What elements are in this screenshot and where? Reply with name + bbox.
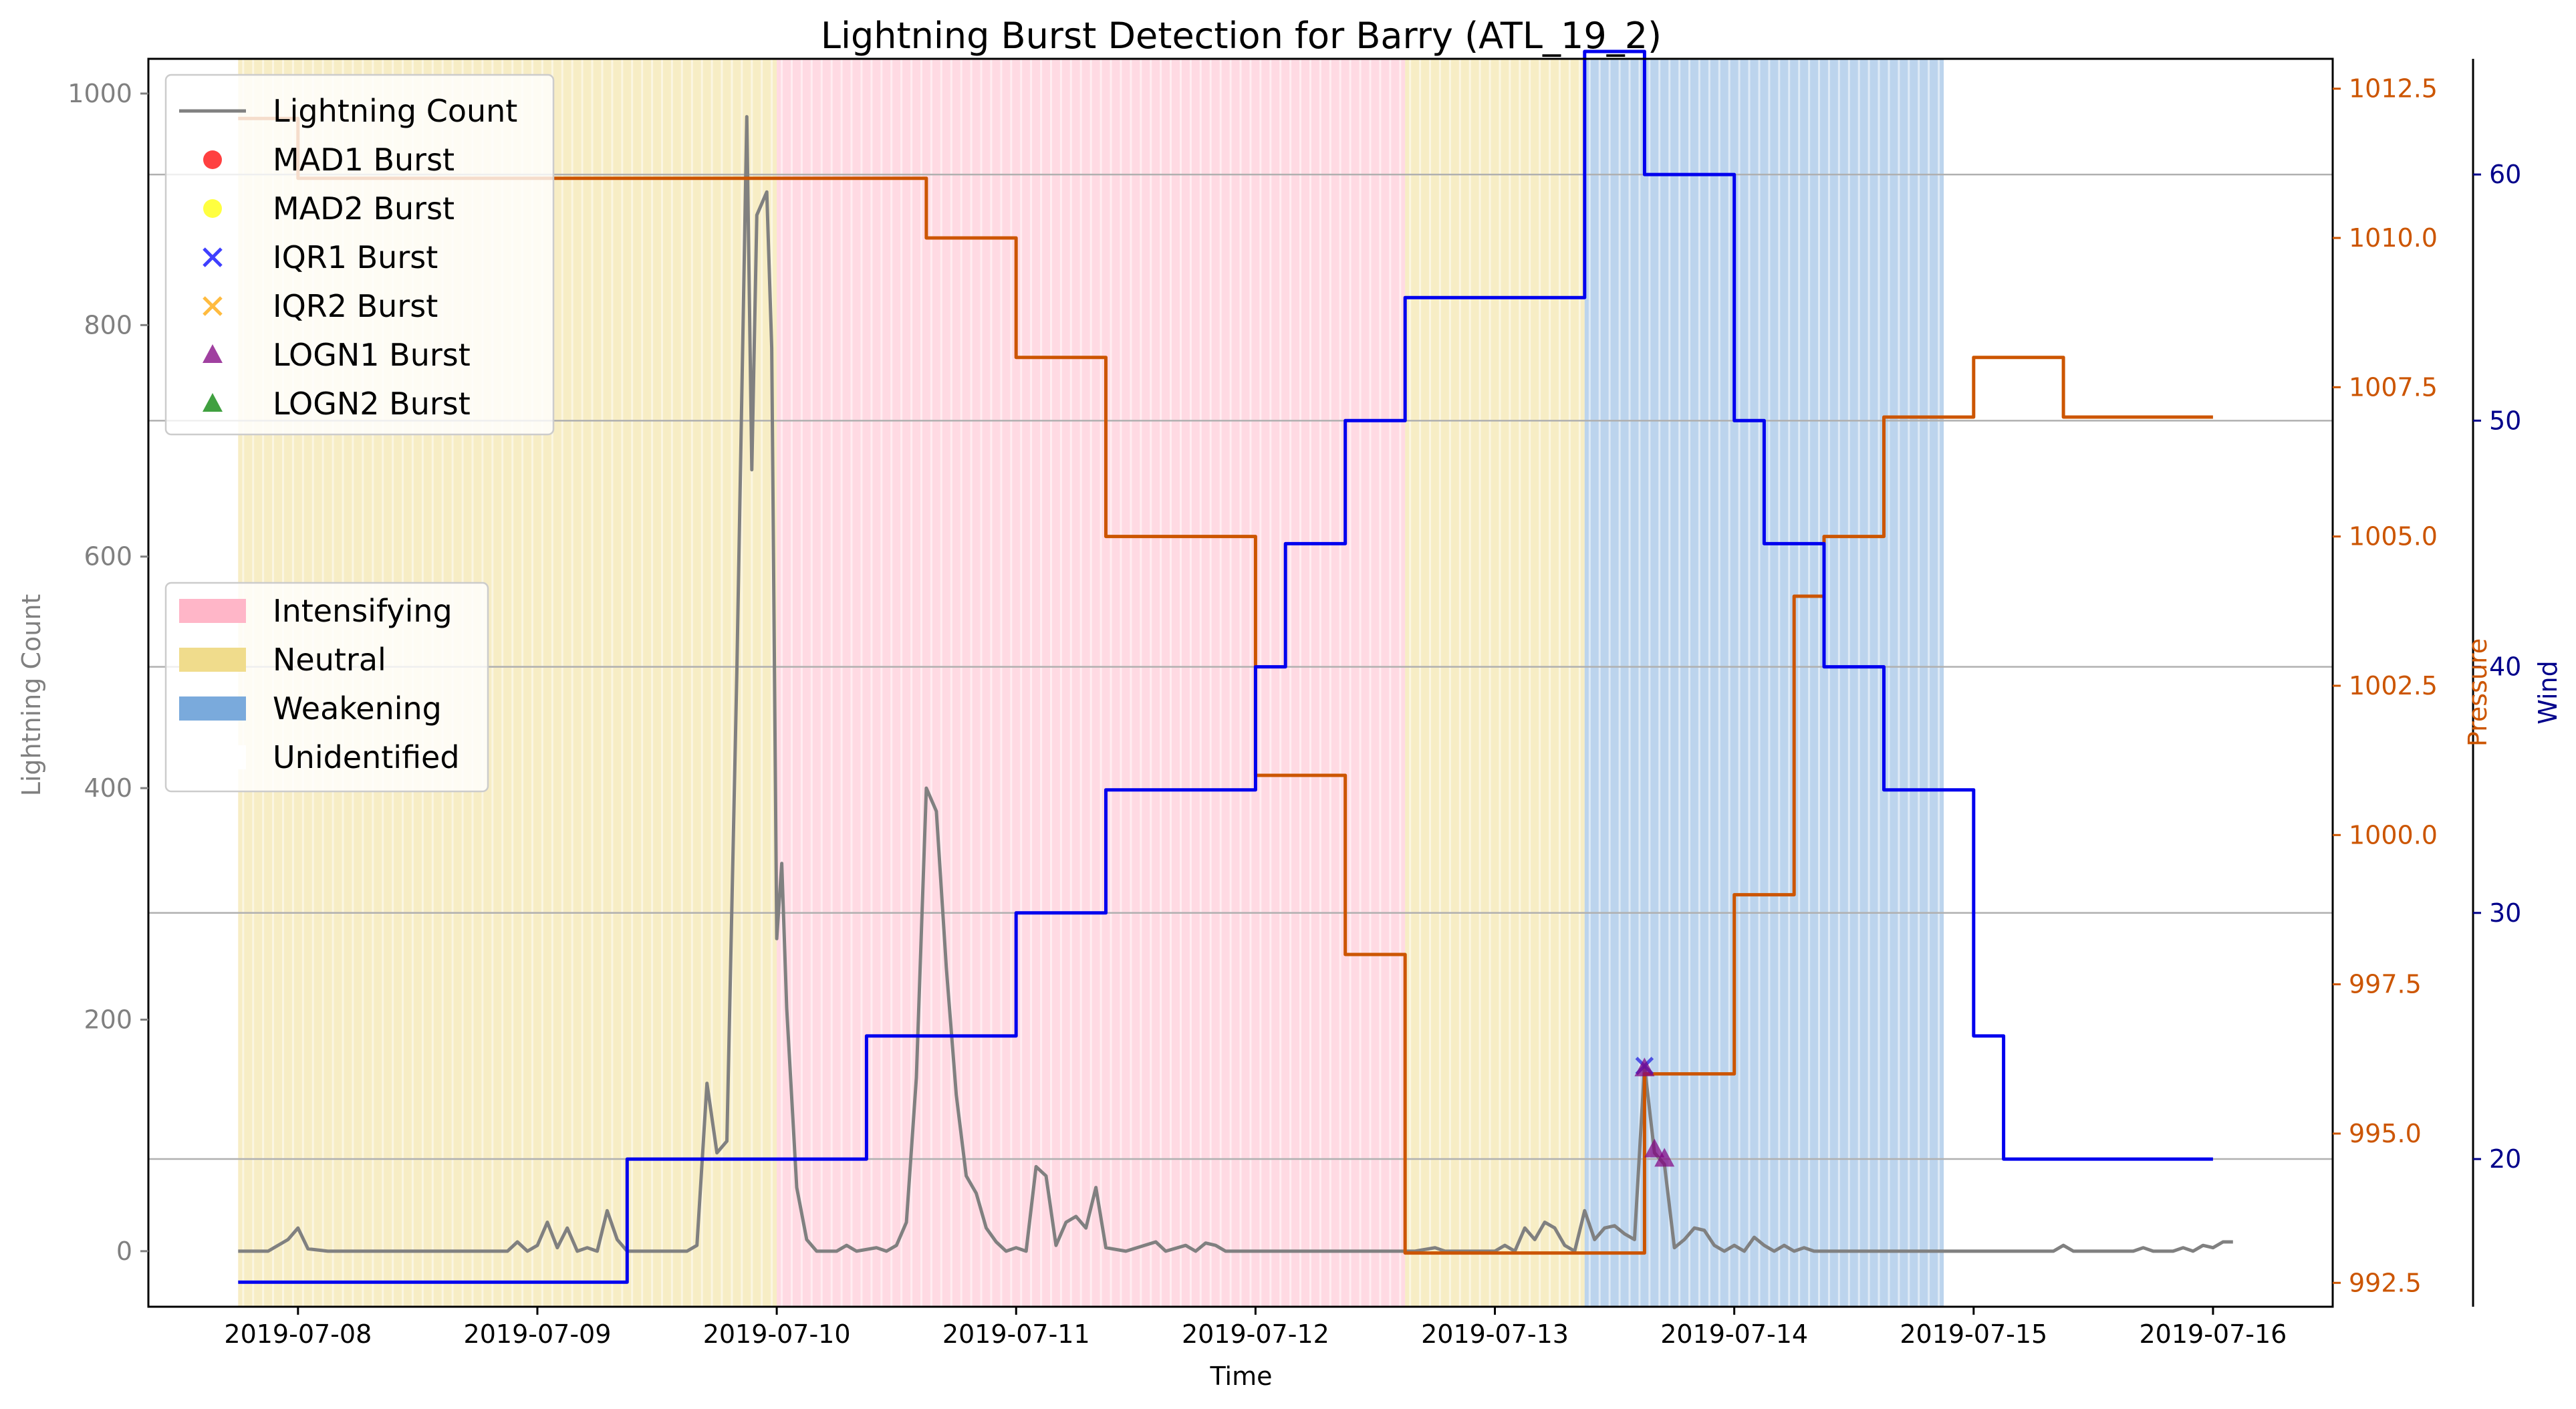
- x-tick-label: 2019-07-16: [2140, 1319, 2287, 1349]
- legend-triangle-swatch: [203, 344, 223, 363]
- legend-label: MAD2 Burst: [273, 190, 455, 227]
- left-axis-label: Lightning Count: [17, 594, 46, 797]
- pressure-tick-label: 995.0: [2349, 1119, 2422, 1148]
- phase-band-neutral-2: [1405, 59, 1585, 1307]
- pressure-tick-label: 992.5: [2349, 1268, 2422, 1297]
- x-tick-label: 2019-07-13: [1421, 1319, 1569, 1349]
- legend-label: LOGN2 Burst: [273, 386, 471, 422]
- legend-label: IQR1 Burst: [273, 239, 438, 275]
- left-tick-label: 200: [84, 1005, 132, 1034]
- legend-phase-swatch: [179, 599, 246, 623]
- legend-label: Lightning Count: [273, 93, 517, 129]
- phase-band-weakening-3: [1584, 59, 1944, 1307]
- phase-band-fill: [1405, 59, 1585, 1307]
- burst-marker-logn1: [1644, 1138, 1665, 1158]
- legend-label: Neutral: [273, 642, 386, 678]
- legend-phase-swatch: [179, 745, 246, 769]
- legend-entry-logn1-burst: LOGN1 Burst: [203, 337, 471, 373]
- legend-upper: Lightning Count MAD1 Burst MAD2 Burst IQR1 …: [164, 74, 555, 436]
- legend-label: LOGN1 Burst: [273, 337, 471, 373]
- pressure-tick-label: 1010.0: [2349, 223, 2438, 253]
- legend-entry-iqr1-burst: IQR1 Burst: [203, 239, 438, 275]
- x-tick-label: 2019-07-12: [1182, 1319, 1329, 1349]
- legend-entry-intensifying: Intensifying: [179, 593, 453, 629]
- left-tick-label: 0: [116, 1237, 132, 1266]
- wind-tick-label: 20: [2489, 1144, 2521, 1174]
- legend-entry-weakening: Weakening: [179, 690, 442, 727]
- legend-phase-swatch: [179, 648, 246, 672]
- phase-band-intensifying-1: [777, 59, 1406, 1307]
- series-line-wind: [238, 49, 2213, 1284]
- phase-band-stripes: [1588, 59, 1940, 1307]
- legend-entry-lightning-count: Lightning Count: [179, 93, 517, 129]
- burst-marker-logn1: [1654, 1148, 1675, 1167]
- legend-upper-box: [164, 74, 555, 436]
- pressure-tick-label: 997.5: [2349, 970, 2422, 999]
- series-line-pressure: [238, 116, 2213, 1255]
- wind-tick-label: 30: [2489, 898, 2521, 928]
- phase-band-stripes: [781, 59, 1402, 1307]
- tick-labels: 2019-07-08 2019-07-09 2019-07-10 2019-07-11…: [68, 74, 2521, 1349]
- left-tick-label: 800: [84, 310, 132, 340]
- wind-tick-label: 40: [2489, 652, 2521, 682]
- wind-tick-label: 60: [2489, 160, 2521, 189]
- legend-label: IQR2 Burst: [273, 288, 438, 324]
- burst-markers: [1634, 1056, 1675, 1167]
- pressure-tick-label: 1005.0: [2349, 522, 2438, 551]
- x-axis-label: Time: [1210, 1362, 1273, 1391]
- axes: [147, 57, 2474, 1308]
- legend-x-swatch: [203, 247, 223, 267]
- legend-circle-swatch: [203, 150, 222, 169]
- legend-label: Unidentified: [273, 739, 460, 775]
- pressure-tick-label: 1007.5: [2349, 372, 2438, 402]
- legend-entry-logn2-burst: LOGN2 Burst: [203, 386, 471, 422]
- phase-band-stripes: [1409, 59, 1581, 1307]
- left-tick-label: 400: [84, 773, 132, 803]
- x-tick-label: 2019-07-10: [703, 1319, 851, 1349]
- legend-triangle-swatch: [203, 393, 223, 412]
- series-line-lightning-count: [238, 115, 2233, 1253]
- legend-entry-iqr2-burst: IQR2 Burst: [203, 288, 438, 324]
- plot-frame: [147, 57, 2334, 1308]
- x-tick-label: 2019-07-14: [1660, 1319, 1808, 1349]
- x-tick-label: 2019-07-11: [942, 1319, 1090, 1349]
- x-tick-label: 2019-07-15: [1900, 1319, 2047, 1349]
- legend-entry-mad2-burst: MAD2 Burst: [203, 190, 455, 227]
- left-tick-label: 1000: [68, 79, 132, 108]
- pressure-tick-label: 1002.5: [2349, 671, 2438, 700]
- pressure-tick-label: 1000.0: [2349, 820, 2438, 850]
- pressure-tick-label: 1012.5: [2349, 74, 2438, 104]
- legend-phase-swatch: [179, 696, 246, 721]
- series-lines: [238, 49, 2233, 1284]
- wind-axis-label: Wind: [2533, 660, 2563, 725]
- x-tick-label: 2019-07-08: [224, 1319, 372, 1349]
- legend-entry-unidentified: Unidentified: [179, 739, 460, 775]
- pressure-axis-label: Pressure: [2463, 638, 2492, 747]
- chart-title: Lightning Burst Detection for Barry (ATL…: [821, 15, 1662, 57]
- legend-entry-neutral: Neutral: [179, 642, 386, 678]
- legend-label: Intensifying: [273, 593, 453, 629]
- legend-x-swatch: [203, 296, 223, 316]
- left-tick-label: 600: [84, 542, 132, 571]
- legend-lower-box: [164, 582, 489, 793]
- x-tick-label: 2019-07-09: [464, 1319, 612, 1349]
- burst-marker-logn1: [1634, 1057, 1655, 1077]
- legend-entry-mad1-burst: MAD1 Burst: [203, 142, 455, 178]
- legend-lower: Intensifying Neutral Weakening Unidentified: [164, 582, 489, 793]
- legend-circle-swatch: [203, 199, 222, 218]
- legend-label: Weakening: [273, 690, 442, 727]
- wind-tick-label: 50: [2489, 406, 2521, 435]
- legend-label: MAD1 Burst: [273, 142, 455, 178]
